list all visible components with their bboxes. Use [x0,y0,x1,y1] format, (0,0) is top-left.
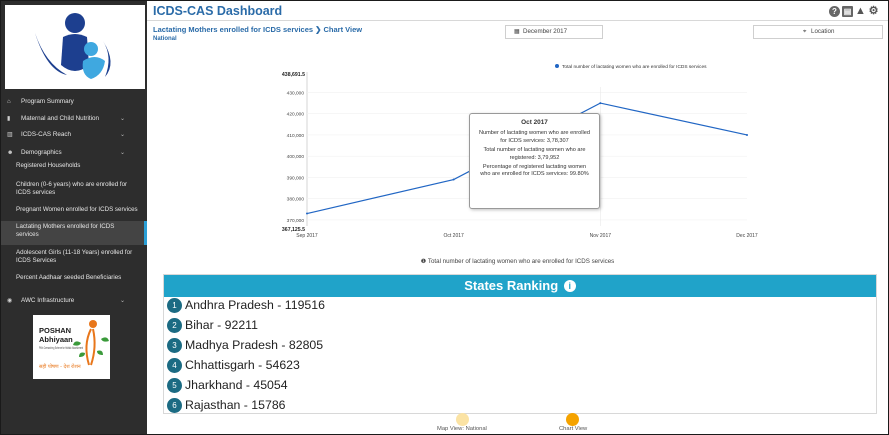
data-point [599,102,602,105]
legend-label: Total number of lactating women who are … [562,64,707,70]
chevron-down-icon: ⌄ [119,150,125,156]
chart-view-toggle[interactable] [566,413,579,426]
svg-text:PM's Overarching Scheme for Ho: PM's Overarching Scheme for Holistic Nou… [39,346,83,350]
map-marker-icon: ◉ [7,298,13,304]
data-point [452,178,455,181]
ranking-header: States Ranking i [164,275,876,297]
users-icon: ☻ [7,150,14,156]
y-tick-label: 390,000 [287,175,305,181]
rank-badge: 2 [167,318,182,333]
rank-text: Chhattisgarh - 54623 [185,358,300,372]
print-icon[interactable]: ▤ [842,6,853,17]
family-logo-icon [35,13,111,79]
nutrition-icon: ▮ [7,116,11,122]
chevron-down-icon: ⌄ [119,132,125,138]
main-content: ICDS-CAS Dashboard ? ▤ ▲ ⚙ Lactating Mot… [147,1,888,434]
x-tick-label: Sep 2017 [296,233,318,239]
rank-badge: 3 [167,338,182,353]
chevron-down-icon: ⌄ [119,298,125,304]
info-icon: ❶ [420,258,427,265]
rank-text: Madhya Pradesh - 82805 [185,338,324,352]
y-tick-label: 410,000 [287,133,305,139]
legend-marker [555,64,559,68]
x-tick-label: Nov 2017 [590,233,612,239]
chart-tooltip: Oct 2017 Number of lactating women who a… [469,113,600,209]
sidebar-subitem[interactable]: Children (0-6 years) who are enrolled fo… [16,181,128,196]
home-icon: ⌂ [7,99,11,105]
breadcrumb[interactable]: Lactating Mothers enrolled for ICDS serv… [153,25,363,34]
sidebar-subitem[interactable]: Pregnant Women enrolled for ICDS service… [16,206,138,213]
rank-text: Jharkhand - 45054 [185,378,288,392]
map-view-toggle[interactable] [456,413,469,426]
rank-badge: 5 [167,378,182,393]
info-icon[interactable]: i [563,280,576,292]
y-tick-label: 420,000 [287,112,305,118]
map-view-label: Map View: National [437,426,487,432]
top-bar: ICDS-CAS Dashboard ? ▤ ▲ ⚙ [147,1,888,21]
sidebar-subitem[interactable]: Percent Aadhaar seeded Beneficiaries [16,274,122,281]
svg-text:सही पोषण - देश रोशन: सही पोषण - देश रोशन [39,363,81,370]
sidebar-subitem[interactable]: Registered Households [16,162,81,169]
states-ranking-panel: States Ranking i 1 Andhra Pradesh - 11951… [163,274,877,414]
chevron-down-icon: ⌄ [119,116,125,122]
help-icon[interactable]: ? [829,6,840,17]
rank-text: Andhra Pradesh - 119516 [185,298,325,312]
scope-label: National [153,36,177,42]
y-tick-label: 430,000 [287,90,305,96]
icds-logo[interactable] [5,5,145,89]
chart-caption: ❶ Total number of lactating women who ar… [420,258,615,265]
poshan-abhiyaan-logo: POSHAN Abhiyaan PM's Overarching Scheme … [33,315,110,379]
x-tick-label: Dec 2017 [736,233,758,239]
sidebar-subitem[interactable]: Adolescent Girls (11-18 Years) enrolled … [16,249,133,264]
svg-text:POSHAN: POSHAN [39,326,71,335]
y-tick-label: 370,000 [287,218,305,224]
svg-text:Abhiyaan: Abhiyaan [39,335,73,344]
x-tick-label: Oct 2017 [444,233,465,239]
date-filter[interactable]: ▦ December 2017 [505,25,603,39]
alert-icon[interactable]: ▲ [855,5,866,17]
data-point [746,133,748,136]
rank-badge: 4 [167,358,182,373]
chart-view-label: Chart View [559,426,588,432]
rank-text: Rajasthan - 15786 [185,398,286,412]
settings-icon[interactable]: ⚙ [868,5,879,17]
data-point [306,212,308,215]
y-min-label: 367,125.5 [282,227,305,233]
sidebar-subitem[interactable]: Lactating Mothers enrolled for ICDS serv… [1,221,147,245]
map-marker-icon: ⌖ [803,28,807,35]
location-filter[interactable]: ⌖ Location [753,25,883,39]
calendar-icon: ▦ [514,28,520,35]
poshan-logo-icon: POSHAN Abhiyaan PM's Overarching Scheme … [39,320,109,370]
rank-badge: 6 [167,398,182,413]
y-tick-label: 380,000 [287,197,305,203]
bar-chart-icon: ▥ [7,132,13,138]
y-tick-label: 400,000 [287,154,305,160]
sidebar: ◉ AWC Infrastructure ⌄ POSHAN Abhiyaan P… [1,1,147,434]
rank-badge: 1 [167,298,182,313]
app-title: ICDS-CAS Dashboard [153,4,283,18]
rank-text: Bihar - 92211 [185,318,258,332]
y-max-label: 438,691.5 [282,72,305,78]
